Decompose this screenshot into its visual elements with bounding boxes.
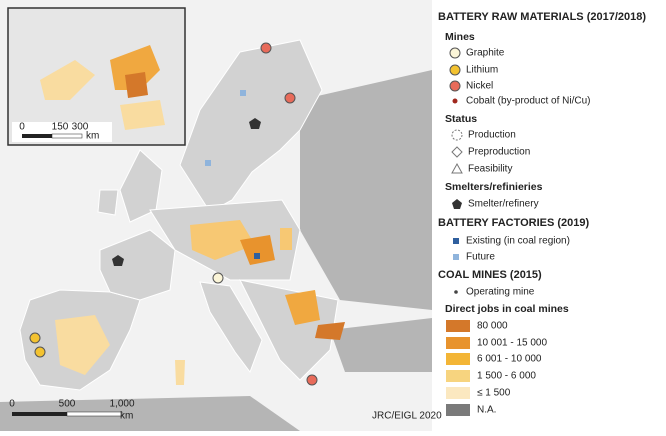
scale-label: 1,000 [109,399,134,410]
battery-factory [205,160,211,166]
legend-item: 10 001 - 15 000 [477,338,547,349]
legend-item: Feasibility [468,164,512,175]
inset-map: 0 150 300 km [7,7,186,146]
ireland [97,189,119,216]
non-eu-land [0,396,300,431]
nickel-mine [284,92,296,104]
main-scale: 0 500 1,000 km JRC/EIGL 2020 [9,399,442,422]
coal-region [175,360,185,385]
legend-item: 1 500 - 6 000 [477,371,536,382]
legend: BATTERY RAW MATERIALS (2017/2018) Mines … [438,11,646,416]
legend-background [432,0,666,431]
coal-region [110,45,160,90]
legend-item: N.A. [477,405,496,416]
legend-item: Graphite [466,48,505,59]
coal-region [125,72,148,98]
legend-heading: Mines [445,31,475,43]
legend-item: Operating mine [466,287,535,298]
scale-bar [66,411,123,417]
legend-item: ≤ 1 500 [477,388,511,399]
scale-bar [12,412,67,416]
scale-label: 300 [72,122,89,133]
smelter [249,118,261,129]
coal-region [55,315,110,375]
great-britain [119,149,163,223]
smelter [112,255,124,266]
nickel-mine [306,374,318,386]
legend-section-title: COAL MINES (2015) [438,269,542,281]
battery-factory [240,90,246,96]
scale-label: 0 [9,399,15,410]
scale-label: 0 [19,122,25,133]
legend-item: Smelter/refinery [468,199,539,210]
scale-label: 150 [52,122,69,133]
nickel-mine [260,42,272,54]
coal-region [120,100,165,130]
coal-region [315,322,345,340]
lithium-mine [29,332,41,344]
coal-region [280,228,292,250]
scale-label: 500 [59,399,76,410]
legend-heading: Status [445,113,477,125]
legend-item: 80 000 [477,321,508,332]
legend-heading: Direct jobs in coal mines [445,303,569,315]
legend-heading: Smelters/refinieries [445,181,543,193]
coal-region [285,290,320,325]
battery-factory [254,253,260,259]
legend-item: Existing (in coal region) [466,236,570,247]
scale-bar [51,133,83,139]
scale-unit: km [86,131,99,142]
legend-item: Lithium [466,65,498,76]
legend-item: Future [466,252,495,263]
coal-region [240,235,275,265]
legend-section-title: BATTERY FACTORIES (2019) [438,217,590,229]
legend-item: Production [468,130,516,141]
italy [199,281,263,374]
coal-region [40,60,95,100]
france [99,229,176,301]
legend-title: BATTERY RAW MATERIALS (2017/2018) [438,11,646,23]
non-eu-land [300,70,432,310]
graphite-mine [212,272,224,284]
scale-unit: km [120,411,133,422]
legend-item: Preproduction [468,147,530,158]
non-eu-land [330,318,432,372]
legend-item: 6 001 - 10 000 [477,354,542,365]
coal-region [190,220,255,260]
credit: JRC/EIGL 2020 [372,411,442,422]
legend-item: Cobalt (by-product of Ni/Cu) [466,96,591,107]
scale-bar [22,134,52,138]
legend-item: Nickel [466,81,493,92]
lithium-mine [34,346,46,358]
